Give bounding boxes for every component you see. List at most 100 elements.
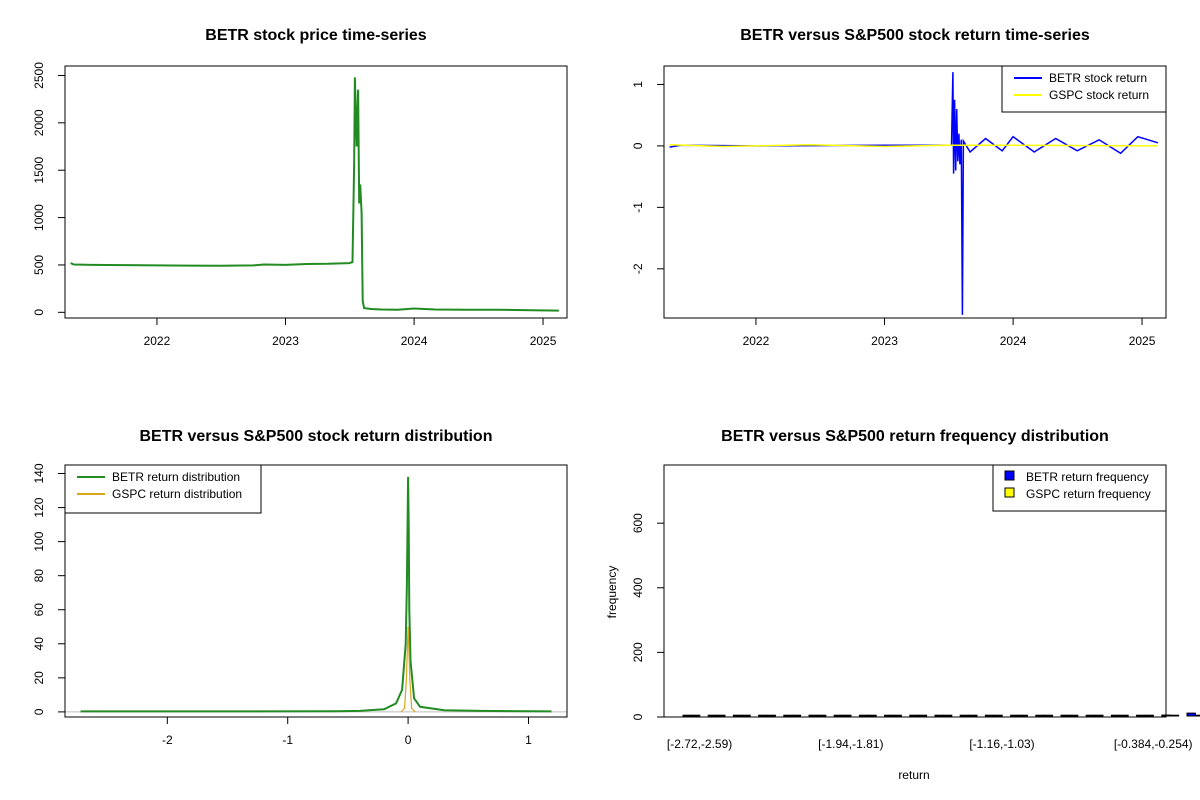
bar (892, 714, 902, 717)
y-tick-label: 100 (32, 531, 46, 551)
legend-swatch (1004, 470, 1015, 481)
legend-label: BETR return frequency (1026, 470, 1149, 484)
bar (1144, 714, 1154, 717)
y-tick-label: 1 (631, 81, 645, 88)
bar (959, 714, 970, 717)
betr-density-line (80, 476, 552, 713)
x-tick-label: [-2.72,-2.59) (667, 737, 732, 751)
y-tick-label: -2 (631, 263, 645, 274)
x-tick-label: 2023 (871, 334, 898, 348)
chart-title: BETR versus S&P500 stock return distribu… (140, 428, 493, 445)
bar (1110, 714, 1121, 717)
bar (909, 714, 919, 717)
bar (993, 714, 1003, 717)
x-tick-label: 1 (525, 733, 532, 747)
bar (1094, 714, 1104, 717)
bar (816, 714, 827, 717)
bar (984, 714, 995, 717)
bar (758, 714, 768, 717)
y-tick-label: 120 (32, 497, 46, 517)
bar (766, 714, 776, 717)
x-tick-label: 2025 (1129, 334, 1156, 348)
bar (942, 714, 953, 717)
bar (1018, 714, 1028, 717)
bar (1085, 714, 1096, 717)
legend-box (1001, 65, 1167, 113)
legend-label: GSPC return frequency (1026, 487, 1151, 501)
y-tick-label: 1000 (32, 204, 46, 231)
bar (867, 714, 877, 717)
betr-return-line (669, 72, 1159, 315)
bar (934, 714, 944, 717)
legend-box (64, 464, 262, 514)
y-tick-label: 500 (32, 255, 46, 275)
bar (791, 714, 802, 717)
x-tick-label: [-1.94,-1.81) (818, 737, 883, 751)
legend-label: GSPC stock return (1049, 88, 1149, 102)
chart-title: BETR versus S&P500 stock return time-ser… (740, 27, 1090, 44)
bar (783, 714, 793, 717)
y-tick-label: 0 (631, 142, 645, 149)
bar (858, 714, 869, 717)
x-axis-label: return (898, 768, 929, 782)
bar (716, 714, 726, 717)
x-tick-label: -2 (162, 733, 173, 747)
gspc-return-line (669, 143, 1158, 148)
x-tick-label: [-0.384,-0.254) (1114, 737, 1193, 751)
bar (917, 714, 928, 717)
y-tick-label: 200 (631, 642, 645, 662)
plot-frame (663, 65, 1167, 319)
y-tick-label: 400 (631, 577, 645, 597)
legend: BETR return distribution GSPC return dist… (64, 464, 262, 514)
bar (1035, 714, 1045, 717)
legend-box (992, 464, 1167, 512)
bar (1169, 714, 1180, 717)
bar (1186, 712, 1196, 717)
legend-swatch (1004, 487, 1015, 498)
y-tick-label: 20 (32, 671, 46, 685)
y-tick-label: 140 (32, 463, 46, 483)
plot-frame (64, 65, 568, 319)
x-tick-label: 2023 (272, 334, 299, 348)
bar (842, 714, 852, 717)
bar (707, 714, 718, 717)
legend-label: BETR stock return (1049, 71, 1147, 85)
legend: BETR stock return GSPC stock return (1001, 65, 1167, 113)
bar (1060, 714, 1070, 717)
x-tick-label: 2024 (1000, 334, 1027, 348)
plot-frame (64, 464, 568, 718)
chart-title: BETR versus S&P500 return frequency dist… (721, 428, 1109, 445)
y-tick-label: 60 (32, 603, 46, 617)
legend: BETR return frequency GSPC return frequen… (992, 464, 1167, 512)
bar (690, 714, 701, 717)
y-tick-label: 2500 (32, 62, 46, 89)
y-tick-label: 600 (631, 513, 645, 533)
bar (682, 714, 692, 717)
y-tick-label: 0 (631, 713, 645, 720)
x-tick-label: 2024 (401, 334, 428, 348)
bar (1119, 714, 1129, 717)
bar (1194, 714, 1200, 717)
y-tick-label: 40 (32, 637, 46, 651)
bar (808, 714, 818, 717)
bar (1068, 714, 1079, 717)
plot-frame (663, 464, 1167, 718)
y-tick-label: 0 (32, 309, 46, 316)
legend-label: BETR return distribution (112, 470, 240, 484)
y-tick-label: 2000 (32, 109, 46, 136)
bar (1043, 714, 1054, 717)
y-tick-label: 80 (32, 569, 46, 583)
legend-label: GSPC return distribution (112, 487, 242, 501)
x-tick-label: 0 (405, 733, 412, 747)
x-tick-label: 2025 (530, 334, 557, 348)
x-tick-label: 2022 (144, 334, 171, 348)
x-tick-label: 2022 (743, 334, 770, 348)
y-axis-label: frequency (605, 566, 619, 619)
y-tick-label: -1 (631, 202, 645, 213)
bar (968, 714, 978, 717)
y-tick-label: 0 (32, 708, 46, 715)
bar (732, 714, 743, 717)
x-tick-label: -1 (282, 733, 293, 747)
x-tick-label: [-1.16,-1.03) (969, 737, 1034, 751)
